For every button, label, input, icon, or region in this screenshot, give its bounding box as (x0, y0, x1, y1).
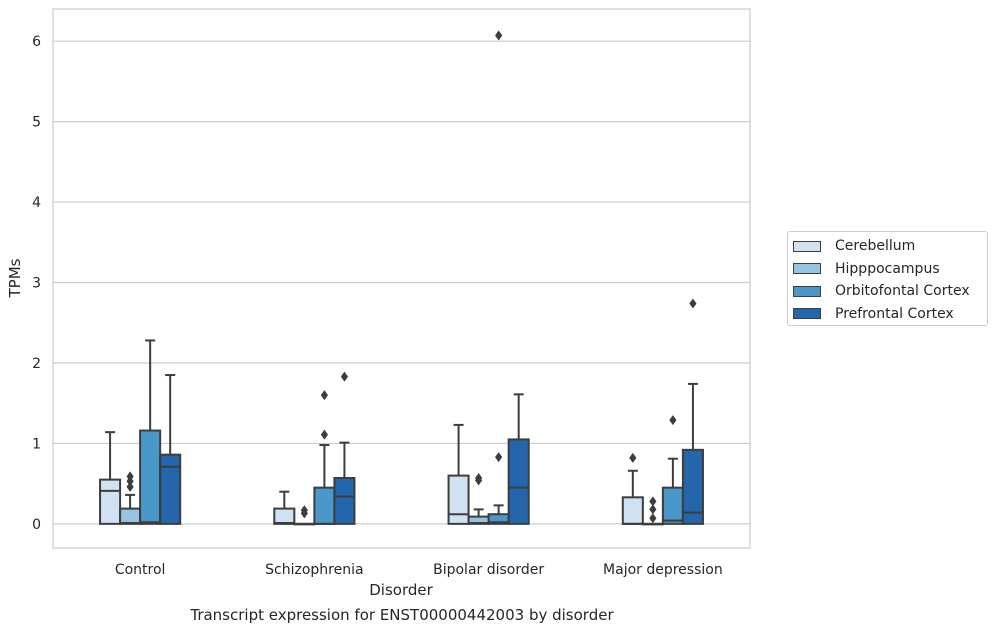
box-iqr (313, 486, 336, 525)
outlier-point (669, 415, 677, 426)
box-1-4 (621, 452, 644, 525)
box-1-1 (99, 431, 122, 525)
boxes-layer (99, 30, 704, 526)
box-iqr (139, 429, 162, 525)
legend-swatch (793, 240, 821, 252)
legend-item: Prefrontal Cortex (788, 303, 987, 326)
legend-label: Cerebellum (835, 238, 916, 255)
outlier-point (340, 371, 349, 382)
y-tick-label: 2 (32, 356, 41, 372)
box-3-2 (313, 390, 336, 525)
outlier-point (649, 504, 657, 515)
x-tick-label: Major depression (603, 562, 723, 578)
outlier-point (126, 481, 134, 492)
outlier-point (649, 496, 657, 507)
box-4-1 (159, 374, 182, 525)
outlier-point (649, 513, 657, 524)
legend-swatch (793, 263, 821, 275)
box-iqr (661, 486, 684, 525)
box-4-3 (507, 393, 530, 525)
y-tick-labels: 0 1 2 3 4 5 6 (32, 34, 41, 533)
chart-caption: Transcript expression for ENST0000044200… (190, 606, 614, 624)
x-axis-label: Disorder (369, 581, 433, 599)
plot-area-frame (52, 8, 751, 549)
x-tick-label: Schizophrenia (265, 562, 363, 578)
legend-label: Prefrontal Cortex (835, 305, 954, 322)
box-iqr (681, 448, 704, 525)
box-2-3 (467, 473, 490, 525)
legend-item: Cerebellum (788, 235, 987, 258)
box-iqr (99, 478, 122, 525)
outlier-point (689, 298, 697, 309)
y-tick-label: 1 (32, 436, 41, 452)
y-tick-label: 5 (32, 115, 41, 131)
outlier-point (320, 429, 328, 440)
box-iqr (159, 453, 182, 525)
box-4-2 (333, 371, 356, 525)
outlier-point (629, 452, 637, 463)
box-3-1 (139, 339, 162, 525)
box-iqr (333, 477, 356, 525)
box-iqr (447, 474, 470, 525)
legend-label: Hipppocampus (835, 260, 940, 277)
box-iqr (507, 438, 530, 525)
x-tick-label: Control (115, 562, 166, 578)
legend-swatch (793, 285, 821, 297)
outlier-point (126, 471, 134, 482)
legend-swatch (793, 308, 821, 320)
legend-label: Orbitofontal Cortex (835, 283, 970, 300)
box-1-3 (447, 423, 470, 525)
y-tick-label: 4 (32, 195, 41, 211)
y-tick-label: 6 (32, 34, 41, 50)
outlier-point (495, 452, 503, 463)
outlier-point (300, 505, 308, 516)
legend-item: Hipppocampus (788, 258, 987, 281)
outlier-point (320, 390, 328, 401)
box-iqr (621, 496, 644, 525)
outlier-point (475, 473, 483, 484)
y-tick-label: 3 (32, 276, 41, 292)
x-tick-labels: Control Schizophrenia Bipolar disorder Majo… (115, 562, 723, 578)
legend-item: Orbitofontal Cortex (788, 280, 987, 303)
box-1-2 (273, 490, 296, 525)
legend: Cerebellum Hipppocampus Orbitofontal Corte… (787, 231, 988, 326)
y-axis-label: TPMs (6, 258, 24, 298)
x-tick-label: Bipolar disorder (433, 562, 544, 578)
box-4-4 (681, 298, 704, 525)
box-3-4 (661, 415, 684, 525)
outlier-point (495, 30, 503, 41)
y-tick-label: 0 (32, 517, 41, 533)
box-iqr (273, 507, 296, 525)
box-iqr (119, 507, 142, 525)
